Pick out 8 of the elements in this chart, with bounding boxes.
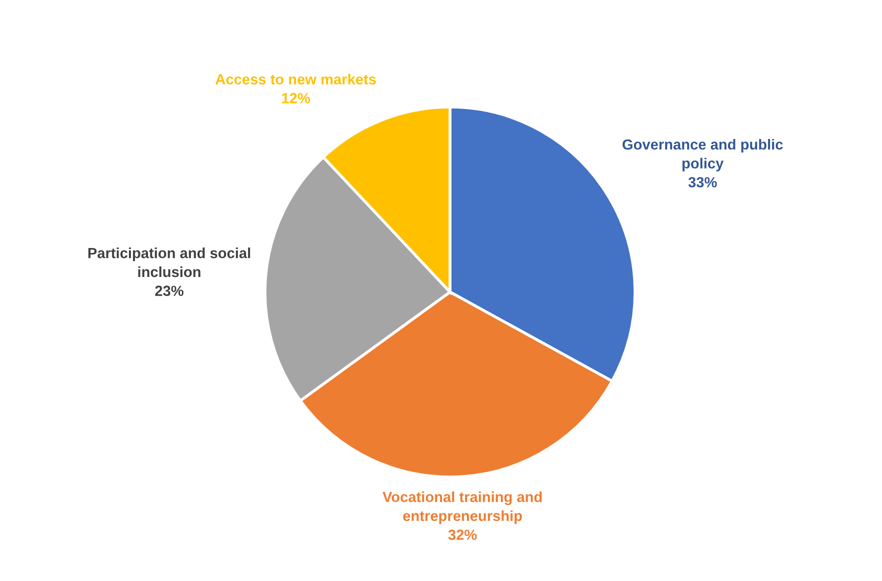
slice-label: Participation and social inclusion [88,248,250,278]
slice-label: Vocational training and entrepreneurship [382,491,542,524]
slice-label: Access to new markets [216,74,376,84]
data-label: 23% [155,286,184,296]
data-label: 32% [448,530,477,540]
data-label: 12% [282,93,310,104]
data-label: 33% [688,177,717,188]
slice-label: Governance and public policy [622,138,783,172]
